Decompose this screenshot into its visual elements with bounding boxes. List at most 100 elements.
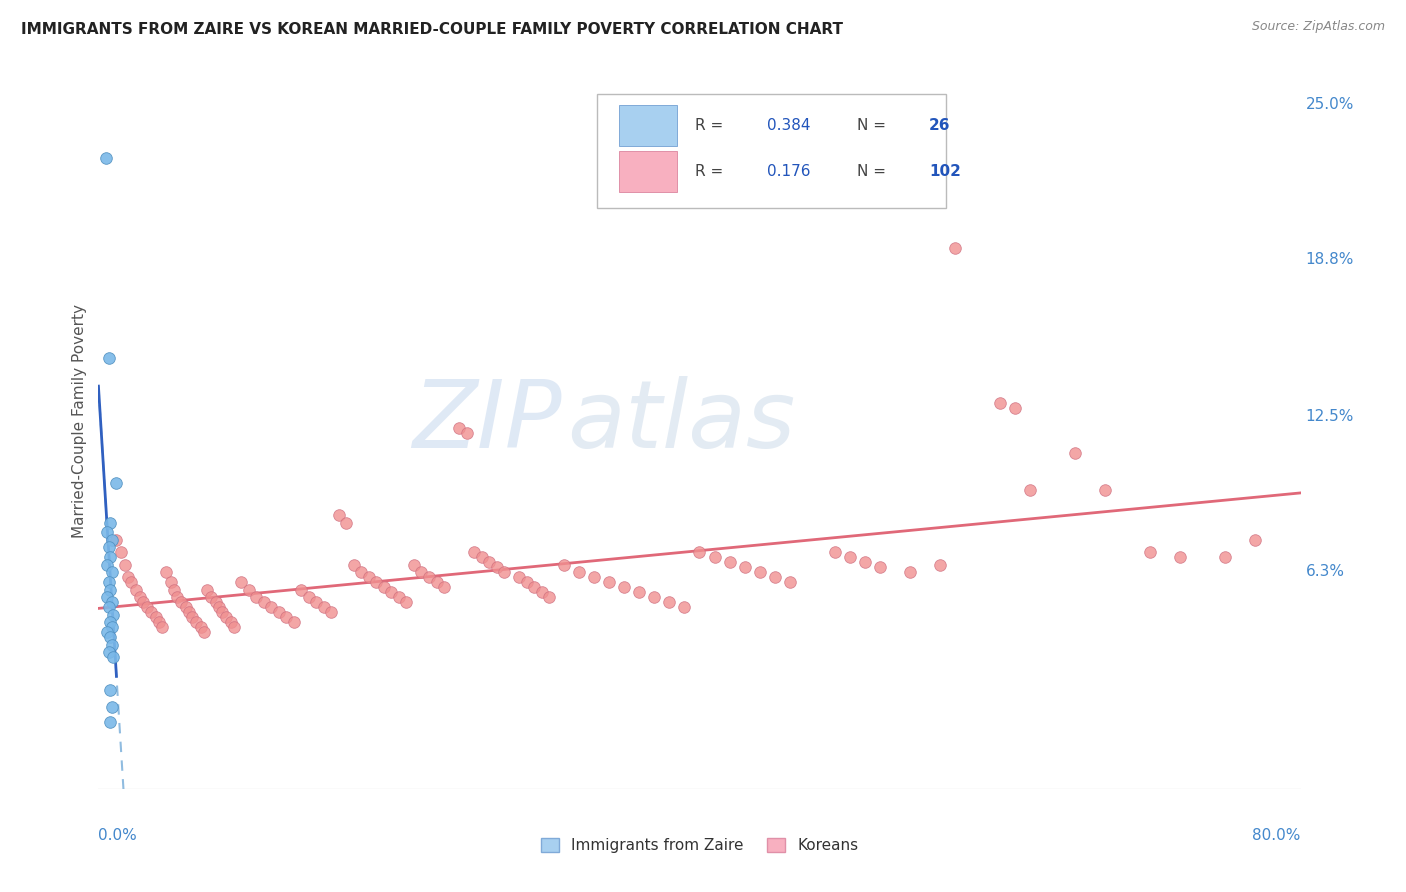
FancyBboxPatch shape [598,94,946,208]
Point [150,620,173,634]
Point [204,595,226,609]
Point [129,591,152,605]
Point [538,591,561,605]
Point [290,582,312,597]
Point [568,566,591,580]
Point [184,615,207,630]
Point [100,582,122,597]
Point [100,682,122,697]
FancyBboxPatch shape [619,105,676,145]
Point [425,575,447,590]
Point [121,575,143,590]
Point [100,714,122,729]
Text: N =: N = [858,164,891,179]
Point [350,566,373,580]
Point [97,351,120,365]
Point [101,700,124,714]
Point [1170,550,1192,565]
Point [628,585,651,599]
Text: ZIP: ZIP [412,376,561,467]
Point [132,595,155,609]
Point [148,615,170,630]
Point [135,600,157,615]
Point [411,566,433,580]
Point [208,600,231,615]
Point [200,591,222,605]
Point [114,558,136,572]
Point [103,650,125,665]
Point [433,580,456,594]
Point [689,545,711,559]
Point [100,516,122,530]
Point [523,580,546,594]
Point [321,605,343,619]
Point [117,570,139,584]
Point [366,575,388,590]
Point [110,545,132,559]
Text: N =: N = [858,118,891,133]
Point [613,580,636,594]
Text: 0.176: 0.176 [766,164,810,179]
Point [97,600,120,615]
Point [96,558,118,572]
Point [898,566,921,580]
Point [97,541,120,555]
Point [1004,401,1026,415]
Point [174,600,197,615]
Point [1244,533,1267,547]
Point [180,610,202,624]
Point [238,582,260,597]
Point [283,615,305,630]
Point [485,560,508,574]
Point [673,600,696,615]
Point [494,566,516,580]
Point [583,570,606,584]
Point [105,533,128,547]
Point [155,566,177,580]
Point [748,566,770,580]
Text: atlas: atlas [567,376,796,467]
Point [418,570,440,584]
Point [190,620,212,634]
Point [101,620,124,634]
Point [1019,483,1042,497]
Point [869,560,891,574]
Text: IMMIGRANTS FROM ZAIRE VS KOREAN MARRIED-COUPLE FAMILY POVERTY CORRELATION CHART: IMMIGRANTS FROM ZAIRE VS KOREAN MARRIED-… [21,22,844,37]
Point [734,560,756,574]
Point [463,545,485,559]
Point [298,591,321,605]
Point [643,591,665,605]
Point [1139,545,1161,559]
Point [447,420,470,434]
Point [1094,483,1116,497]
Text: 26: 26 [929,118,950,133]
Point [388,591,411,605]
Point [245,591,267,605]
Point [139,605,162,619]
Point [402,558,425,572]
Point [100,630,122,644]
Point [101,638,124,652]
Point [222,620,245,634]
Point [703,550,725,565]
Point [343,558,366,572]
Point [553,558,575,572]
Point [96,525,118,540]
Point [988,396,1011,410]
Point [162,582,184,597]
Point [100,615,122,630]
Point [170,595,193,609]
Point [779,575,801,590]
Point [215,610,238,624]
Point [853,556,876,570]
Point [530,585,553,599]
Point [718,556,741,570]
Point [373,580,395,594]
Point [125,582,148,597]
Point [276,610,298,624]
Point [838,550,860,565]
FancyBboxPatch shape [619,152,676,192]
Point [380,585,402,599]
Point [267,605,290,619]
Point [598,575,620,590]
